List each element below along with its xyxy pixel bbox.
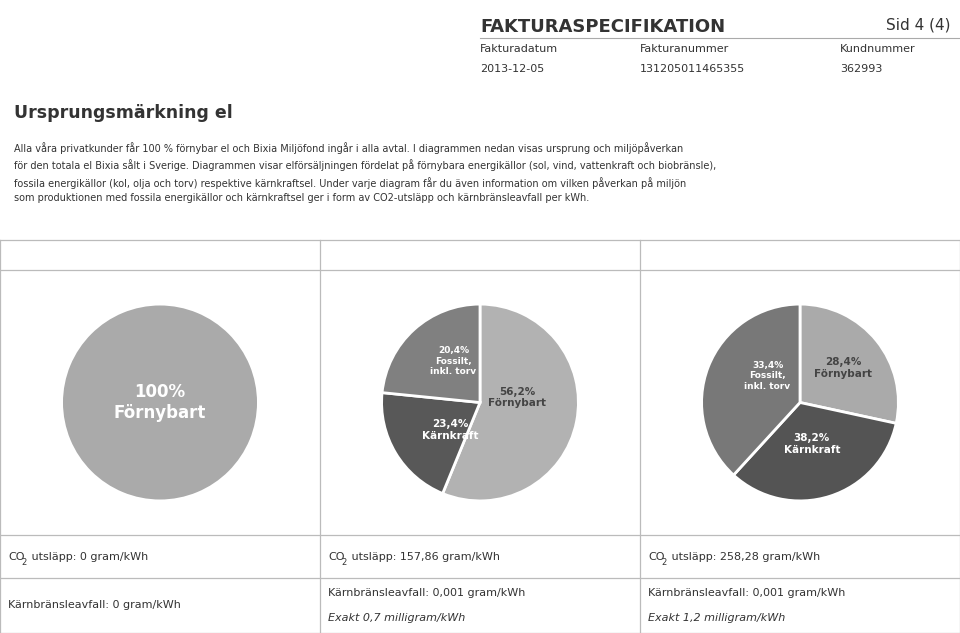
Text: utsläpp: 157,86 gram/kWh: utsläpp: 157,86 gram/kWh [348,551,500,561]
Wedge shape [443,304,579,501]
Wedge shape [702,304,800,475]
Text: Ursprungsmärkning el: Ursprungsmärkning el [14,104,233,122]
Text: 33,4%
Fossilt,
inkl. torv: 33,4% Fossilt, inkl. torv [744,361,791,391]
Wedge shape [382,304,480,403]
Text: Bixias totala elmix 2012: Bixias totala elmix 2012 [396,249,564,261]
Text: Exakt 1,2 milligram/kWh: Exakt 1,2 milligram/kWh [648,613,785,623]
Wedge shape [800,304,899,423]
Text: Exakt 0,7 milligram/kWh: Exakt 0,7 milligram/kWh [328,613,466,623]
Wedge shape [733,403,897,501]
Text: Kundnummer: Kundnummer [840,44,916,54]
Text: 2: 2 [661,558,666,567]
Text: 2: 2 [21,558,26,567]
Text: 20,4%
Fossilt,
inkl. torv: 20,4% Fossilt, inkl. torv [430,346,476,376]
Text: Alla våra privatkunder får 100 % förnybar el och Bixia Miljöfond ingår i alla av: Alla våra privatkunder får 100 % förnyba… [14,142,716,203]
Text: 23,4%
Kärnkraft: 23,4% Kärnkraft [422,419,479,441]
Text: 2013-12-05: 2013-12-05 [480,64,544,74]
Text: 38,2%
Kärnkraft: 38,2% Kärnkraft [783,433,840,454]
Text: CO: CO [328,551,345,561]
Text: 131205011465355: 131205011465355 [640,64,745,74]
Text: 362993: 362993 [840,64,882,74]
Text: 28,4%
Förnybart: 28,4% Förnybart [814,357,873,379]
Text: Fakturadatum: Fakturadatum [480,44,558,54]
Text: CO: CO [648,551,664,561]
Wedge shape [381,392,480,494]
Text: 100%
Förnybart: 100% Förnybart [114,383,206,422]
Text: FAKTURASPECIFIKATION: FAKTURASPECIFIKATION [480,18,725,36]
Text: utsläpp: 258,28 gram/kWh: utsläpp: 258,28 gram/kWh [668,551,820,561]
Text: 56,2%
Förnybart: 56,2% Förnybart [489,387,546,408]
Text: Bixias privatkunder 2012: Bixias privatkunder 2012 [72,249,249,261]
Text: Sid 4 (4): Sid 4 (4) [885,18,950,33]
Wedge shape [61,304,258,501]
Text: Kärnbränsleavfall: 0,001 gram/kWh: Kärnbränsleavfall: 0,001 gram/kWh [328,589,525,598]
Text: Kärnbränsleavfall: 0 gram/kWh: Kärnbränsleavfall: 0 gram/kWh [8,601,180,610]
Text: CO: CO [8,551,25,561]
Text: utsläpp: 0 gram/kWh: utsläpp: 0 gram/kWh [28,551,148,561]
Text: Nordiska elmixen 2012: Nordiska elmixen 2012 [719,249,880,261]
Text: 2: 2 [341,558,347,567]
Text: Kärnbränsleavfall: 0,001 gram/kWh: Kärnbränsleavfall: 0,001 gram/kWh [648,589,846,598]
Text: Fakturanummer: Fakturanummer [640,44,730,54]
